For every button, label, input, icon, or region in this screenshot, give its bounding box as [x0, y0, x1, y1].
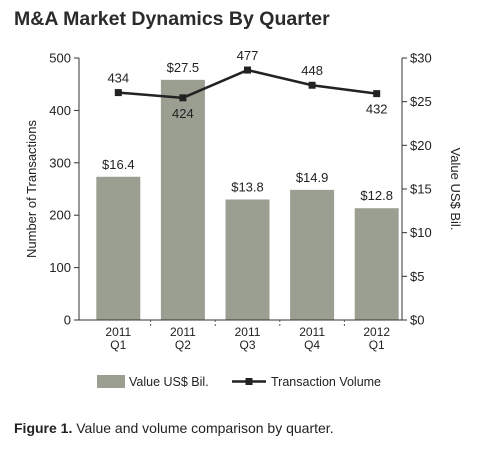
line-series — [114, 66, 381, 102]
bar-value-label-4: $12.8 — [360, 188, 393, 203]
x-tick-label-3-year: 2011 — [299, 325, 325, 339]
volume-point-2 — [244, 66, 251, 74]
figure-caption-text: Value and volume comparison by quarter. — [72, 420, 334, 436]
y-right-tick-label-2: $10 — [410, 225, 432, 240]
x-tick-label-4-year: 2012 — [363, 325, 390, 339]
volume-value-label-2: 477 — [237, 48, 259, 63]
y-left-axis-label: Number of Transactions — [24, 120, 39, 259]
y-right-axis-label: Value US$ Bil. — [448, 148, 463, 231]
volume-value-label-0: 434 — [107, 71, 129, 86]
y-left-tick-label-2: 200 — [49, 208, 71, 223]
legend: Value US$ Bil. Transaction Volume — [97, 375, 381, 389]
x-tick-label-4-quarter: Q1 — [369, 338, 385, 352]
x-tick-label-1-quarter: Q2 — [175, 338, 191, 352]
y-left-tick-label-0: 0 — [64, 313, 71, 328]
x-tick-label-3-quarter: Q4 — [304, 338, 320, 352]
axes — [74, 57, 407, 326]
bar-0 — [96, 176, 141, 320]
y-left-tick-label-3: 300 — [49, 155, 71, 170]
y-right-tick-label-1: $5 — [410, 269, 424, 284]
chart-title: M&A Market Dynamics By Quarter — [14, 8, 330, 30]
volume-point-1 — [179, 94, 187, 102]
y-right-tick-label-3: $15 — [410, 182, 432, 197]
x-tick-label-0-quarter: Q1 — [110, 338, 126, 352]
bar-3 — [290, 189, 335, 320]
y-left-tick-label-1: 100 — [49, 260, 71, 275]
volume-value-label-3: 448 — [301, 63, 323, 78]
figure-caption-label: Figure 1. — [14, 420, 73, 436]
bar-1 — [160, 79, 205, 320]
bar-value-label-0: $16.4 — [102, 157, 135, 172]
volume-point-3 — [308, 81, 316, 89]
volume-point-0 — [114, 89, 122, 97]
bar-4 — [354, 208, 399, 320]
bar-value-label-3: $14.9 — [296, 170, 329, 185]
legend-swatch-value — [97, 375, 125, 388]
volume-value-label-1: 424 — [172, 106, 194, 121]
y-left-tick-label-5: 500 — [49, 51, 71, 66]
x-tick-label-2-year: 2011 — [235, 325, 261, 339]
tick-labels: 0100200300400500$0$5$10$15$20$25$302011Q… — [49, 51, 431, 353]
volume-line — [118, 68, 377, 100]
x-tick-label-1-year: 2011 — [170, 325, 196, 339]
volume-value-label-4: 432 — [366, 102, 388, 117]
x-tick-label-2-quarter: Q3 — [239, 338, 255, 352]
y-right-tick-label-5: $25 — [410, 94, 432, 109]
bar-value-label-1: $27.5 — [167, 60, 200, 75]
figure-caption: Figure 1. Value and volume comparison by… — [14, 420, 334, 436]
y-left-tick-label-4: 400 — [49, 103, 71, 118]
legend-label-volume: Transaction Volume — [271, 375, 381, 389]
legend-label-value: Value US$ Bil. — [129, 375, 209, 389]
data-labels: $16.4 $27.5 $13.8 $14.9 $12.8 434 424 477 448 432 — [102, 48, 393, 203]
legend-swatch-volume-marker — [245, 378, 253, 385]
y-right-tick-label-4: $20 — [410, 138, 432, 153]
y-right-tick-label-6: $30 — [410, 51, 432, 66]
bar-series — [96, 79, 399, 320]
bar-value-label-2: $13.8 — [231, 179, 264, 194]
volume-point-4 — [373, 90, 381, 98]
x-tick-label-0-year: 2011 — [105, 325, 131, 339]
bar-2 — [225, 199, 270, 320]
y-right-tick-label-0: $0 — [410, 313, 424, 328]
